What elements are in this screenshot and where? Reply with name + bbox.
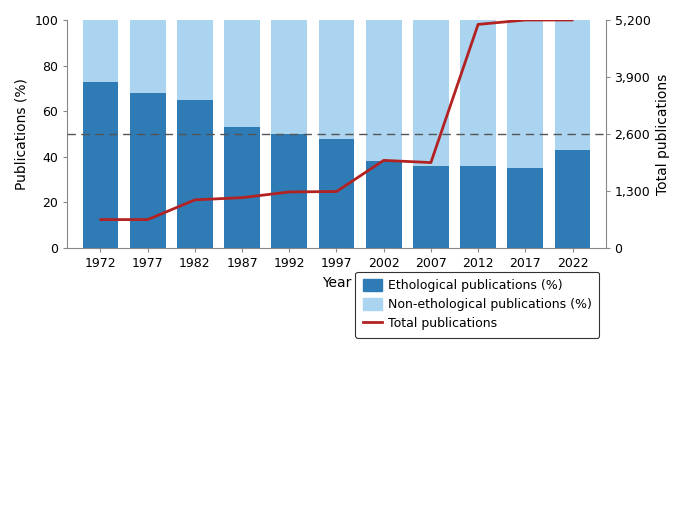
- Bar: [508, 168, 543, 248]
- Bar: [129, 20, 166, 93]
- Bar: [413, 166, 449, 248]
- Bar: [555, 20, 590, 150]
- Y-axis label: Publications (%): Publications (%): [15, 78, 29, 190]
- Bar: [177, 20, 213, 100]
- Bar: [83, 20, 119, 82]
- Bar: [366, 20, 401, 161]
- Bar: [555, 150, 590, 248]
- Bar: [129, 93, 166, 248]
- Bar: [460, 166, 496, 248]
- X-axis label: Year: Year: [322, 276, 351, 289]
- Bar: [319, 138, 354, 248]
- Bar: [177, 100, 213, 248]
- Bar: [271, 134, 308, 248]
- Y-axis label: Total publications: Total publications: [656, 74, 670, 195]
- Legend: Ethological publications (%), Non-ethological publications (%), Total publicatio: Ethological publications (%), Non-etholo…: [356, 272, 599, 338]
- Bar: [271, 20, 308, 134]
- Bar: [224, 127, 260, 248]
- Bar: [366, 161, 401, 248]
- Bar: [319, 20, 354, 138]
- Bar: [413, 20, 449, 166]
- Bar: [83, 82, 119, 248]
- Bar: [508, 20, 543, 168]
- Bar: [224, 20, 260, 127]
- Bar: [460, 20, 496, 166]
